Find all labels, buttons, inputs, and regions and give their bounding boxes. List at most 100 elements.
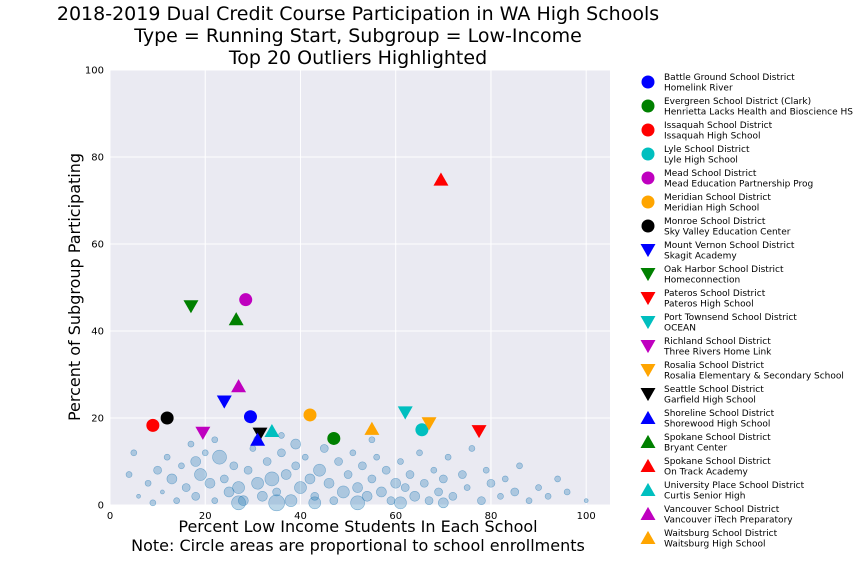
outlier-marker (231, 379, 247, 393)
background-point (381, 465, 391, 475)
x-tick-label: 80 (485, 511, 498, 522)
background-point (368, 436, 376, 444)
legend-label: Rosalia School District Rosalia Elementar… (664, 361, 844, 382)
background-point (251, 476, 264, 490)
legend-item: Shoreline School District Shorewood High … (640, 409, 775, 430)
outlier-marker (160, 411, 174, 425)
background-point (501, 475, 509, 483)
legend-marker (641, 219, 655, 233)
legend: Battle Ground School District Homelink Ri… (640, 73, 853, 550)
background-point (178, 462, 185, 470)
legend-label: Battle Ground School District Homelink Ri… (664, 73, 795, 94)
background-point (153, 465, 162, 475)
outlier-marker (250, 432, 266, 446)
background-point (434, 487, 443, 497)
background-point (232, 481, 245, 494)
background-point (163, 453, 171, 461)
background-point (544, 492, 552, 500)
legend-item: Meridian School District Meridian High Sc… (641, 193, 771, 214)
background-point (149, 499, 157, 507)
background-point (191, 491, 201, 501)
background-point (525, 497, 533, 504)
legend-label: Richland School District Three Rivers Hom… (663, 337, 772, 358)
legend-label: Issaquah School District Issaquah High Sc… (664, 121, 773, 142)
background-point (211, 436, 219, 444)
legend-item: Spokane School District Bryant Center (640, 433, 771, 454)
legend-item: Battle Ground School District Homelink Ri… (641, 73, 795, 94)
legend-marker (640, 316, 656, 330)
legend-marker (640, 268, 656, 282)
background-point (497, 492, 504, 500)
legend-item: Pateros School District Pateros High Scho… (640, 289, 766, 310)
background-point (373, 453, 380, 461)
background-point (516, 462, 523, 470)
legend-marker (640, 410, 656, 424)
background-point (144, 479, 152, 487)
background-point (319, 444, 329, 453)
outlier-marker (415, 423, 429, 437)
background-point (190, 456, 202, 467)
background-point (301, 453, 309, 461)
outlier-marker (195, 426, 211, 440)
outlier-marker (433, 172, 449, 186)
background-point (477, 496, 486, 505)
legend-label: Spokane School District Bryant Center (664, 433, 771, 454)
plot-area (110, 70, 610, 505)
outlier-marker (243, 410, 257, 424)
legend-marker (641, 171, 655, 185)
background-point (334, 457, 343, 466)
outlier-marker (364, 421, 380, 435)
background-point (397, 458, 404, 465)
chart-title-line: Type = Running Start, Subgroup = Low-Inc… (133, 25, 582, 47)
background-point (173, 497, 180, 504)
background-point (280, 469, 292, 480)
legend-marker (640, 388, 656, 402)
background-point (337, 485, 350, 499)
background-point (211, 497, 219, 504)
background-point (367, 474, 377, 484)
legend-item: Monroe School District Sky Valley Educati… (641, 217, 791, 238)
x-tick-label: 100 (577, 511, 596, 522)
background-point (463, 484, 471, 491)
legend-item: Spokane School District On Track Academy (640, 457, 771, 478)
background-point (262, 457, 272, 466)
background-point (290, 438, 302, 450)
background-point (386, 496, 396, 505)
y-tick-label: 40 (91, 327, 104, 338)
outlier-marker (397, 406, 413, 420)
legend-label: Port Townsend School District OCEAN (664, 313, 797, 334)
background-point (160, 489, 165, 495)
background-point (204, 477, 216, 489)
background-point (343, 470, 353, 479)
background-point (482, 466, 490, 474)
legend-item: Oak Harbor School District Homeconnection (640, 265, 784, 286)
chart-title-line: 2018-2019 Dual Credit Course Participati… (57, 3, 659, 25)
background-point (424, 496, 434, 505)
background-point (249, 445, 257, 452)
background-point (187, 440, 195, 448)
legend-marker (640, 506, 656, 520)
x-axis-label-line: Percent Low Income Students In Each Scho… (178, 517, 537, 536)
legend-marker (640, 482, 656, 496)
chart-title-line: Top 20 Outliers Highlighted (228, 47, 487, 69)
background-point (419, 478, 429, 488)
legend-item: University Place School District Curtis S… (640, 481, 805, 502)
background-point (268, 494, 285, 512)
background-point (583, 498, 589, 503)
y-tick-label: 80 (91, 153, 104, 164)
legend-label: Mount Vernon School District Skagit Acade… (664, 241, 795, 262)
legend-item: Lyle School District Lyle High School (641, 145, 750, 166)
legend-label: Vancouver School District Vancouver iTech… (664, 505, 793, 526)
background-point (390, 477, 402, 489)
background-point (358, 461, 367, 471)
legend-item: Port Townsend School District OCEAN (640, 313, 797, 334)
background-point (350, 495, 365, 511)
y-tick-label: 100 (85, 66, 104, 77)
background-point (291, 461, 301, 471)
background-point (125, 471, 133, 478)
background-point (323, 477, 335, 489)
background-point (416, 449, 423, 457)
legend-label: Shoreline School District Shorewood High … (664, 409, 775, 430)
background-point (257, 490, 268, 502)
y-axis-ticks: 0 20 40 60 80 100 (85, 66, 104, 512)
